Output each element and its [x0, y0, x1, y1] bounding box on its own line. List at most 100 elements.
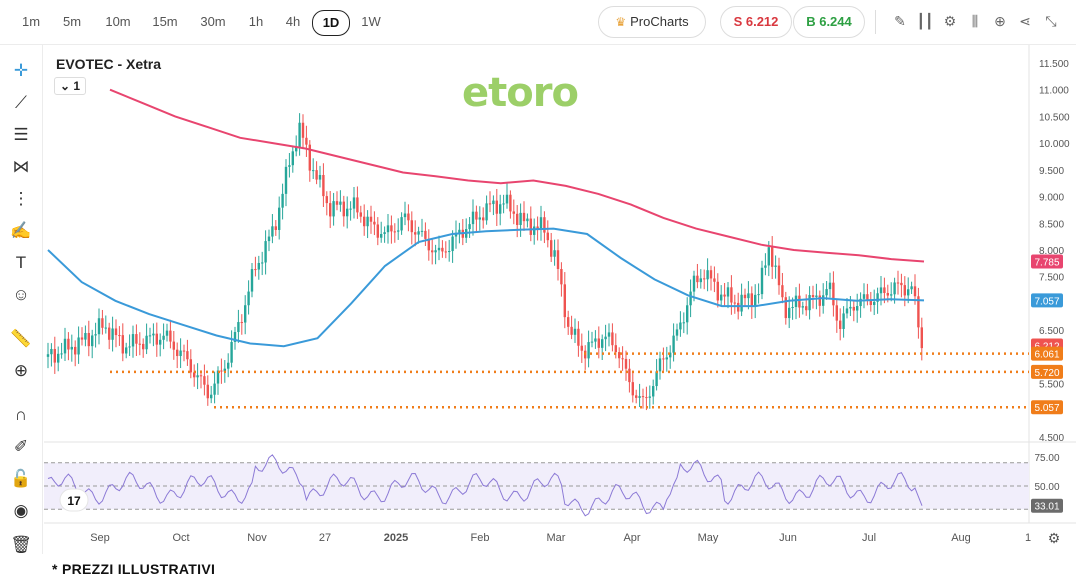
candle-body [346, 208, 349, 217]
pencil-icon[interactable]: ✎ [894, 13, 906, 29]
text-icon[interactable]: T [15, 253, 27, 272]
candle-body [788, 307, 791, 319]
candle-body [206, 384, 209, 399]
timeframe-4h[interactable]: 4h [285, 14, 301, 29]
collapse-icon[interactable]: ⤡ [1045, 13, 1057, 29]
candle-body [53, 348, 56, 363]
price-label-box [1031, 293, 1063, 308]
candle-body [604, 336, 607, 340]
brush-icon[interactable]: ✍ [10, 221, 32, 240]
add-icon[interactable]: ⊕ [994, 13, 1006, 29]
price-label-box [1031, 254, 1063, 269]
candle-body [417, 231, 420, 235]
candle-body [587, 342, 590, 359]
lock-drawings-icon[interactable]: ✐ [13, 437, 29, 456]
sell-button[interactable]: S 6.212 [720, 6, 792, 38]
candles-icon[interactable]: ┃┃ [916, 13, 934, 29]
candle-body [182, 350, 186, 352]
candle-body [822, 295, 825, 306]
candle-body [509, 194, 512, 212]
candle-body [210, 394, 213, 399]
magnet-icon[interactable]: ∩ [14, 405, 28, 424]
candle-body [288, 165, 291, 167]
crosshair-icon[interactable]: ✛ [13, 61, 29, 80]
candle-body [189, 359, 192, 373]
candle-body [169, 330, 172, 342]
horizontal-lines-icon[interactable]: ☰ [13, 125, 29, 144]
candle-body [424, 230, 427, 239]
candle-body [801, 306, 804, 308]
timeframe-5m[interactable]: 5m [62, 14, 82, 29]
candle-body [873, 301, 876, 305]
price-chart[interactable]: 11.500 11.000 10.500 10.000 9.500 9.000 8.500 8… [44, 45, 1076, 555]
candle-body [743, 294, 747, 299]
candle-body [635, 395, 638, 398]
share-icon[interactable]: ⋖ [1019, 13, 1031, 29]
candle-body [716, 281, 719, 301]
candle-body [862, 294, 866, 299]
timeframe-1h[interactable]: 1h [248, 14, 264, 29]
candle-body [798, 295, 801, 308]
candle-body [699, 278, 702, 283]
candle-body [679, 322, 682, 330]
timeframe-15m[interactable]: 15m [152, 14, 178, 29]
candle-body [529, 218, 532, 235]
fibonacci-icon[interactable]: ⋮ [12, 189, 30, 208]
candle-body [267, 236, 271, 242]
trendline-icon[interactable]: ⟋ [15, 93, 27, 112]
candle-body [703, 278, 706, 280]
candle-body [366, 216, 369, 227]
timeframe-30m[interactable]: 30m [200, 14, 226, 29]
candle-body [648, 396, 651, 398]
candle-body [835, 305, 838, 321]
zoom-icon[interactable]: ⊕ [13, 361, 29, 380]
time-tick-label: Aug [951, 532, 971, 544]
candle-body [815, 295, 818, 297]
eye-icon[interactable]: ◉ [13, 501, 29, 520]
pattern-icon[interactable]: ⋈ [12, 157, 30, 176]
candle-body [281, 193, 284, 208]
rsi-level-label: 75.00 [1034, 453, 1059, 464]
timeframe-1m[interactable]: 1m [21, 14, 41, 29]
candle-body [512, 211, 515, 214]
candle-body [451, 236, 454, 252]
candle-body [485, 203, 488, 221]
trash-icon[interactable]: 🗑 [10, 535, 32, 554]
lock-icon[interactable]: 🔓 [10, 469, 32, 488]
interval-select[interactable]: ⌄ 1 [54, 77, 86, 95]
candle-body [825, 289, 828, 296]
price-tick-label: 11.500 [1039, 59, 1069, 70]
gear-icon[interactable]: ⚙ [943, 13, 957, 29]
candle-body [784, 297, 787, 319]
candle-body [516, 213, 519, 225]
candle-body [869, 299, 872, 305]
ruler-icon[interactable]: 📏 [10, 329, 32, 348]
candle-body [645, 397, 648, 399]
buy-button[interactable]: B 6.244 [793, 6, 865, 38]
candle-body [713, 278, 716, 282]
candle-body [142, 343, 145, 350]
timeframe-1d[interactable]: 1D [312, 10, 350, 36]
candle-body [808, 295, 811, 311]
candle-body [522, 212, 526, 222]
candle-body [665, 357, 668, 360]
timeframe-10m[interactable]: 10m [105, 14, 131, 29]
candle-body [427, 238, 430, 251]
timeframe-1w[interactable]: 1W [361, 14, 381, 29]
candle-body [669, 352, 672, 358]
candle-body [917, 296, 920, 328]
candle-body [692, 275, 696, 292]
emoji-icon[interactable]: ☺ [12, 285, 30, 304]
candle-body [601, 339, 604, 348]
candle-body [91, 335, 94, 347]
indicators-icon[interactable]: ⫼ [971, 13, 979, 29]
chart-settings-icon[interactable]: ⚙ [1047, 530, 1061, 546]
candle-body [533, 226, 536, 235]
price-tick-label: 8.500 [1039, 219, 1064, 230]
procharts-button[interactable]: ♛ ProCharts [598, 6, 706, 38]
time-tick-label: Oct [172, 532, 189, 544]
candle-body [805, 306, 808, 311]
candle-body [298, 122, 301, 147]
candle-body [305, 137, 308, 145]
candle-body [87, 332, 90, 347]
